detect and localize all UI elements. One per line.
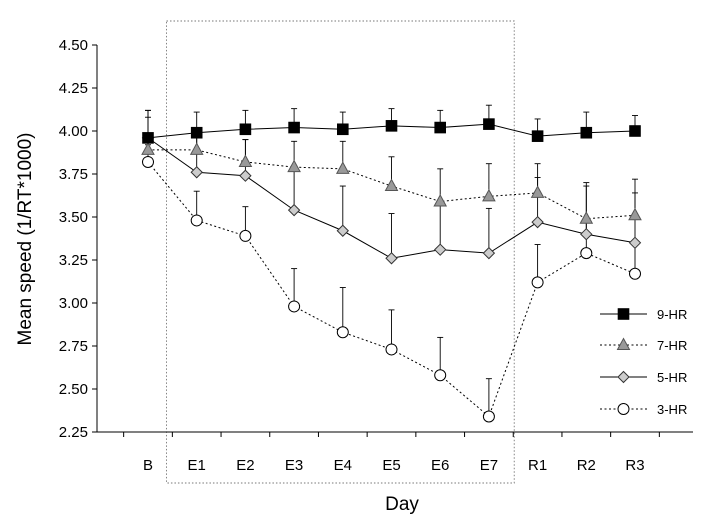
y-axis-title: Mean speed (1/RT*1000) [15, 133, 36, 346]
data-point-7-hr [628, 207, 642, 221]
legend-label-3-hr: 3-HR [657, 402, 687, 417]
y-tick-label: 4.25 [59, 80, 88, 97]
data-point-5-hr [190, 166, 203, 179]
x-tick-label: E7 [480, 457, 498, 474]
x-tick-label: R3 [625, 457, 644, 474]
data-point-5-hr [433, 243, 447, 256]
data-point-7-hr [335, 161, 350, 174]
data-point-7-hr [384, 178, 399, 192]
data-point-9-hr [337, 123, 349, 136]
data-point-5-hr [336, 224, 350, 237]
x-tick-label: E3 [285, 457, 303, 474]
x-tick-label: R1 [528, 457, 547, 474]
x-tick-label: B [143, 457, 153, 474]
data-point-5-hr [531, 215, 544, 229]
data-point-7-hr [579, 211, 594, 224]
series-7-hr [141, 116, 642, 224]
data-point-9-hr [142, 132, 154, 144]
legend-label-5-hr: 5-HR [657, 370, 687, 385]
x-tick-label: E6 [431, 457, 449, 474]
data-point-3-hr [190, 214, 203, 227]
data-point-7-hr [530, 185, 545, 198]
x-tick-label: E5 [382, 457, 400, 474]
legend-marker-9-hr [617, 308, 630, 320]
data-point-3-hr [434, 369, 447, 382]
legend-item-3-hr: 3-HR [600, 402, 687, 417]
data-point-5-hr [239, 169, 252, 182]
data-point-5-hr [385, 252, 398, 265]
legend-marker-7-hr [616, 337, 631, 350]
data-point-9-hr [288, 121, 300, 134]
legend-marker-5-hr [617, 370, 630, 384]
x-tick-label: E1 [188, 457, 206, 474]
y-tick-label: 3.25 [59, 252, 88, 269]
highlight-range-box [166, 20, 515, 484]
x-axis-title: Day [385, 494, 419, 515]
data-point-7-hr [433, 193, 448, 207]
legend-label-9-hr: 9-HR [657, 307, 687, 322]
data-point-9-hr [385, 120, 398, 132]
data-point-3-hr [142, 155, 154, 168]
data-point-9-hr [434, 121, 446, 134]
data-point-3-hr [239, 229, 252, 242]
y-tick-label: 2.25 [59, 424, 88, 441]
x-tick-label: E4 [334, 457, 352, 474]
data-point-9-hr [580, 126, 593, 139]
data-point-9-hr [629, 125, 641, 137]
series-3-hr [142, 144, 641, 423]
data-point-5-hr [287, 203, 301, 217]
data-point-3-hr [336, 326, 349, 339]
data-point-5-hr [482, 246, 496, 260]
data-point-7-hr [287, 159, 301, 173]
y-tick-label: 2.75 [59, 338, 88, 355]
y-tick-label: 3.75 [59, 166, 88, 183]
x-tick-label: E2 [236, 457, 254, 474]
legend-item-9-hr: 9-HR [600, 307, 687, 322]
legend-label-7-hr: 7-HR [657, 338, 687, 353]
data-point-7-hr [189, 142, 204, 155]
y-tick-label: 3.50 [59, 209, 88, 226]
series-line-3-hr [147, 161, 636, 418]
data-point-3-hr [385, 343, 398, 356]
legend-marker-3-hr [617, 403, 630, 415]
data-point-3-hr [580, 247, 593, 260]
data-point-9-hr [531, 130, 544, 142]
y-tick-label: 3.00 [59, 295, 88, 312]
data-point-9-hr [483, 118, 495, 130]
series-9-hr [142, 104, 641, 144]
y-tick-label: 2.50 [59, 381, 88, 398]
y-tick-label: 4.50 [59, 37, 88, 54]
legend-item-5-hr: 5-HR [600, 370, 687, 385]
data-point-3-hr [482, 410, 495, 423]
data-point-5-hr [628, 236, 642, 250]
data-point-7-hr [482, 188, 496, 202]
legend-item-7-hr: 7-HR [600, 337, 687, 353]
data-point-9-hr [239, 123, 252, 136]
data-point-3-hr [629, 267, 641, 280]
data-point-5-hr [580, 227, 593, 241]
y-tick-label: 4.00 [59, 123, 88, 140]
data-point-3-hr [531, 276, 544, 289]
data-point-7-hr [141, 142, 155, 155]
data-point-3-hr [288, 300, 301, 313]
data-point-7-hr [238, 154, 253, 167]
x-tick-label: R2 [577, 457, 596, 474]
data-point-9-hr [190, 126, 203, 139]
